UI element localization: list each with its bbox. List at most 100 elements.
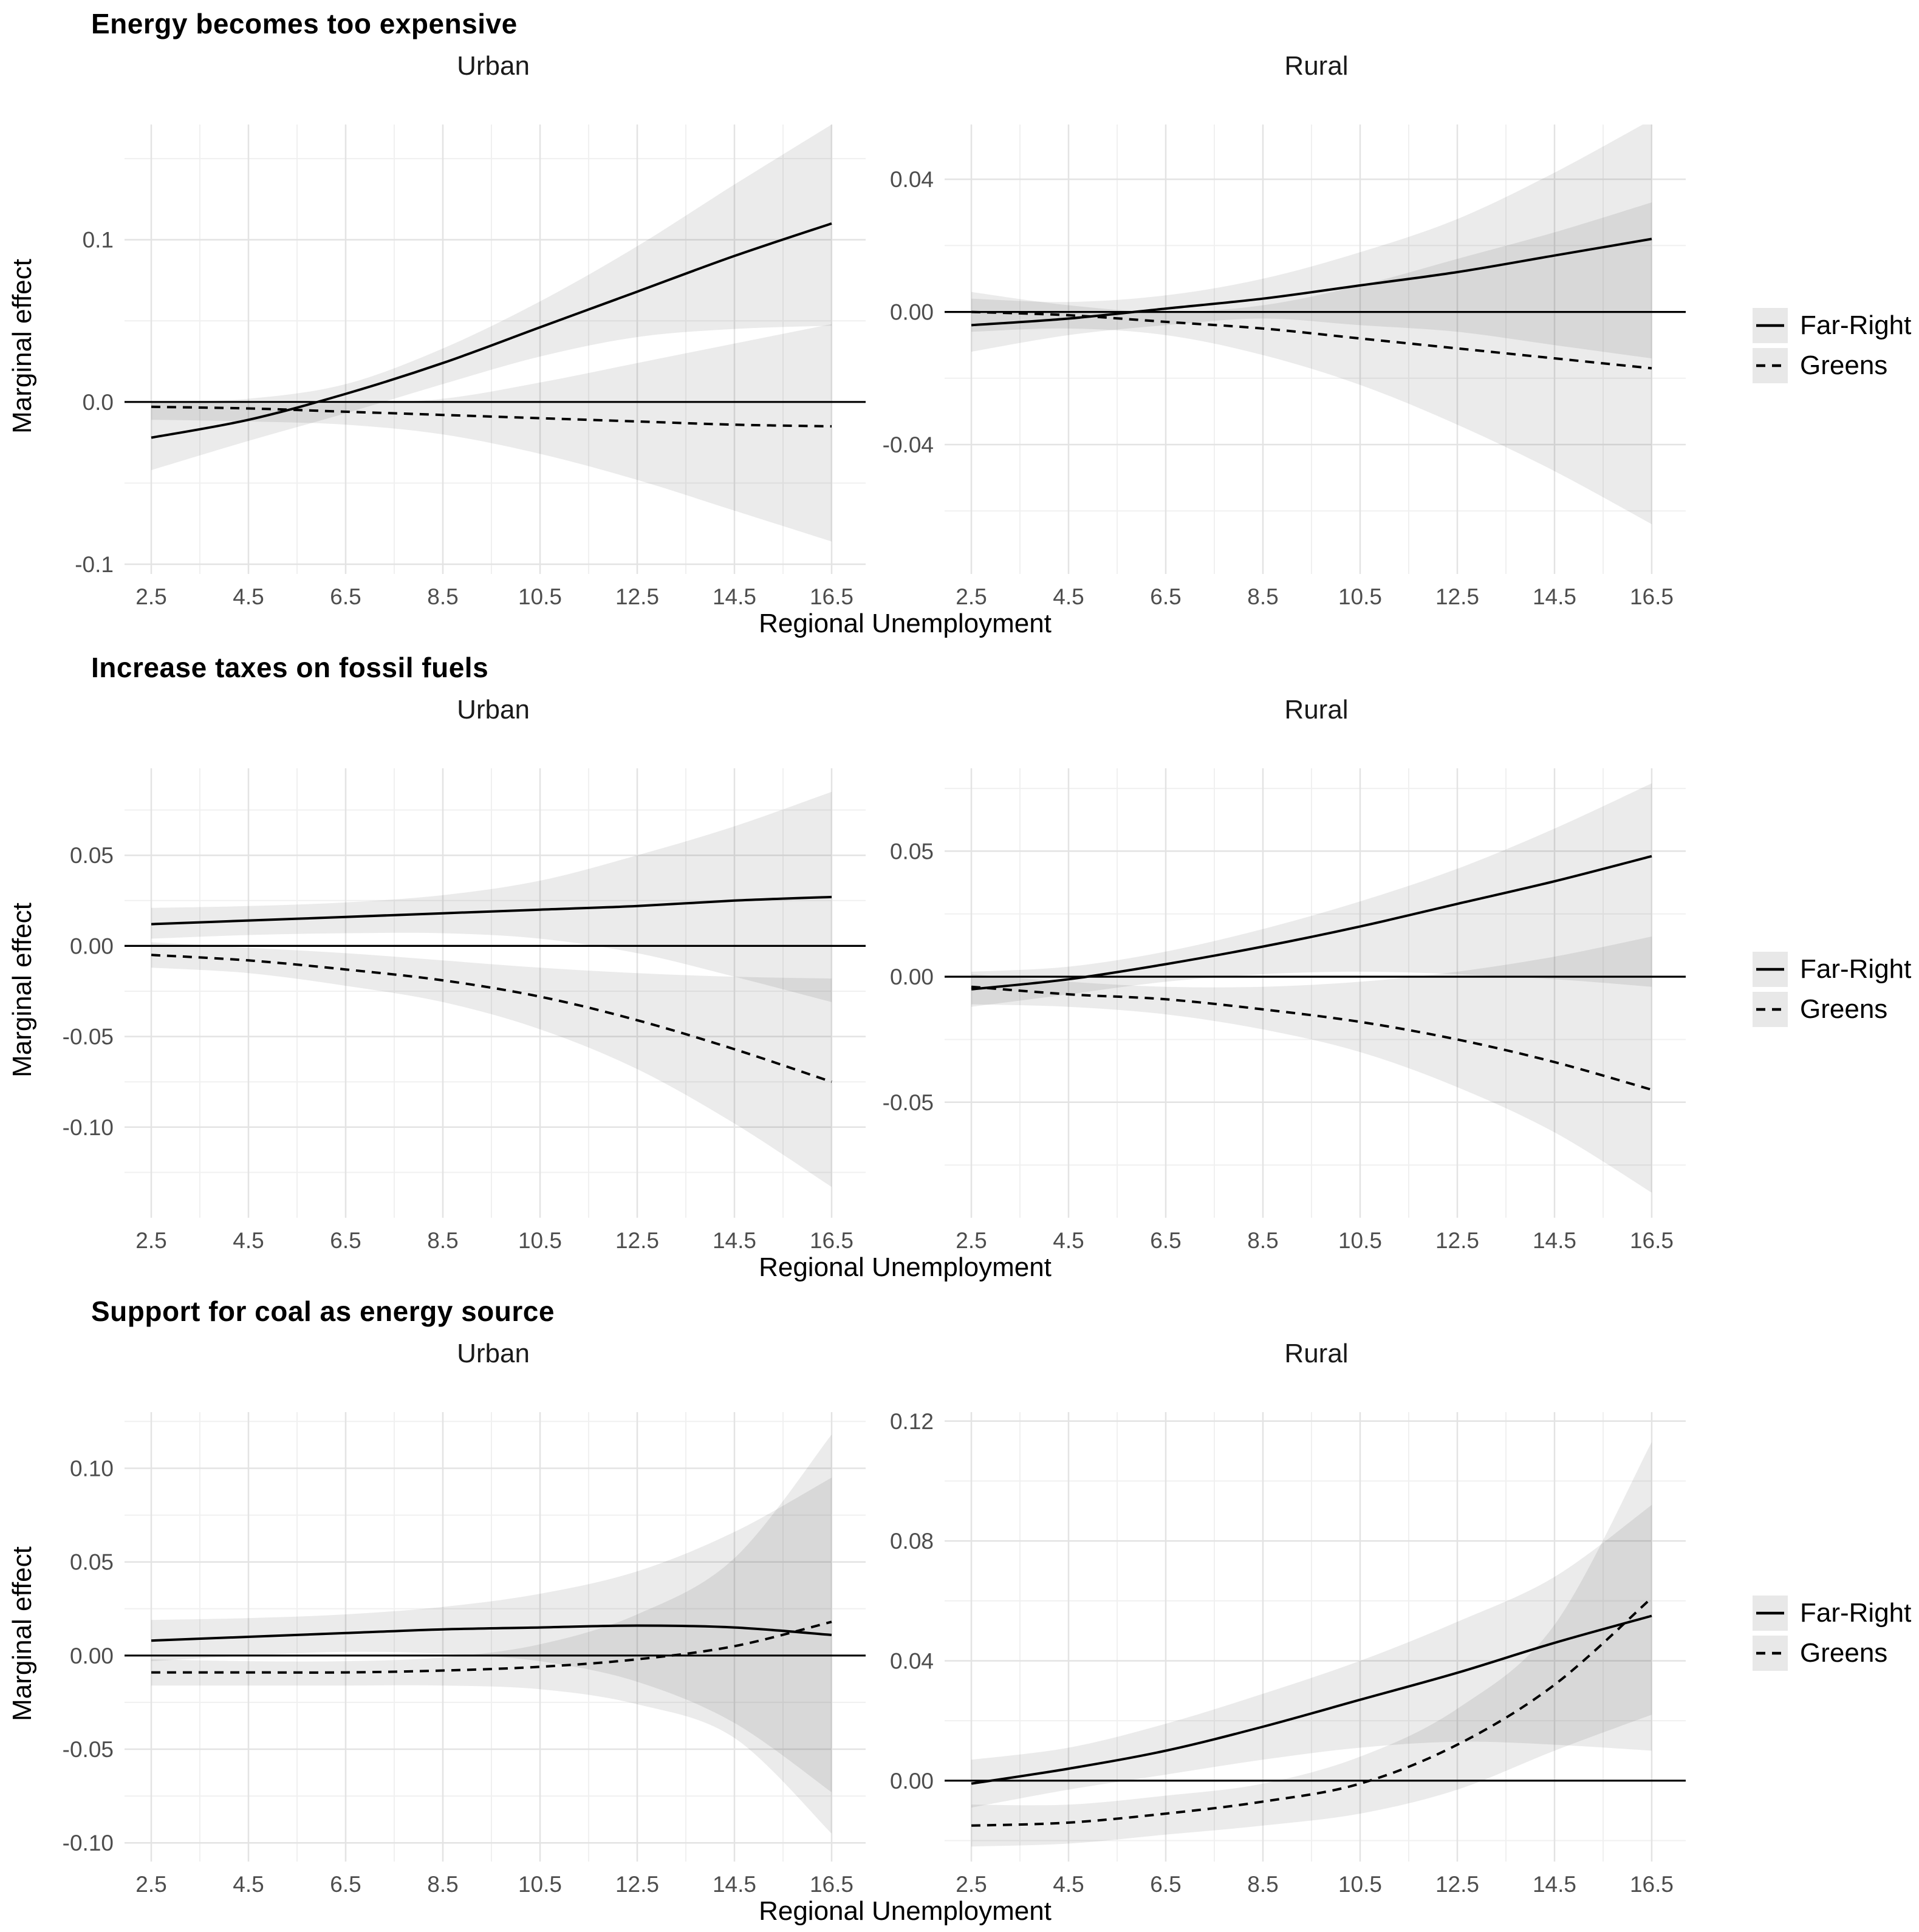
x-tick-label: 16.5 xyxy=(810,584,853,609)
y-tick-label: 0.05 xyxy=(70,843,114,868)
y-axis-title: Marginal effect xyxy=(7,903,37,1077)
rural-plot: 2.5 4.5 6.5 8.5 10.5 12.5 14.5 16.5 0.12 0.08 0.04… xyxy=(890,1409,1686,1897)
x-tick-label: 8.5 xyxy=(1247,1228,1278,1253)
legend-item-greens: Greens xyxy=(1753,991,1919,1028)
urban-plot: 2.5 4.5 6.5 8.5 10.5 12.5 14.5 16.5 0.1 0.0 -0.1 xyxy=(75,125,866,609)
ribbon-far-right xyxy=(151,125,832,470)
x-tick-label: 14.5 xyxy=(1533,584,1576,609)
ribbon-far-right xyxy=(151,791,832,1002)
legend: Far-Right Greens xyxy=(1753,307,1919,387)
y-tick-label: 0.1 xyxy=(83,228,114,253)
x-tick-label: 4.5 xyxy=(233,1228,264,1253)
x-tick-label: 12.5 xyxy=(1435,1872,1479,1897)
facet-title-rural: Rural xyxy=(1284,695,1349,725)
x-tick-label: 12.5 xyxy=(615,1872,659,1897)
x-tick-label: 6.5 xyxy=(330,584,361,609)
x-tick-label: 2.5 xyxy=(135,1872,166,1897)
gridlines xyxy=(945,1412,1686,1862)
ribbon-greens xyxy=(151,324,832,542)
y-tick-labels: 0.1 0.0 -0.1 xyxy=(75,228,114,577)
ribbon-greens xyxy=(151,1435,832,1834)
x-tick-label: 8.5 xyxy=(427,1228,458,1253)
ribbon-greens xyxy=(971,202,1652,525)
y-tick-label: -0.10 xyxy=(63,1831,114,1855)
solid-line-key-icon xyxy=(1753,308,1788,343)
x-tick-label: 4.5 xyxy=(233,1872,264,1897)
facet-title-urban: Urban xyxy=(457,1339,530,1368)
dashed-line-key-icon xyxy=(1753,348,1788,383)
y-tick-label: -0.10 xyxy=(63,1115,114,1140)
x-tick-label: 4.5 xyxy=(233,584,264,609)
legend-label: Far-Right xyxy=(1800,310,1912,340)
x-tick-label: 16.5 xyxy=(810,1228,853,1253)
y-tick-label: 0.00 xyxy=(890,964,934,989)
ribbon-far-right xyxy=(151,1477,832,1792)
x-tick-labels: 2.5 4.5 6.5 8.5 10.5 12.5 14.5 16.5 xyxy=(135,1872,853,1897)
y-tick-label: -0.04 xyxy=(883,432,934,457)
line-greens xyxy=(151,1620,832,1674)
x-tick-label: 6.5 xyxy=(1150,1228,1181,1253)
x-tick-label: 10.5 xyxy=(1338,1228,1382,1253)
y-tick-label: -0.05 xyxy=(883,1090,934,1115)
x-tick-label: 10.5 xyxy=(1338,1872,1382,1897)
x-tick-label: 8.5 xyxy=(427,1872,458,1897)
x-tick-label: 4.5 xyxy=(1053,1872,1084,1897)
x-tick-label: 14.5 xyxy=(713,1872,756,1897)
ribbon-far-right xyxy=(971,125,1652,358)
x-tick-label: 6.5 xyxy=(1150,1872,1181,1897)
line-far-right xyxy=(971,1614,1652,1785)
legend-label: Greens xyxy=(1800,350,1888,380)
y-tick-labels: 0.10 0.05 0.00 -0.05 -0.10 xyxy=(63,1456,114,1856)
y-tick-label: 0.00 xyxy=(890,1769,934,1794)
legend-item-greens: Greens xyxy=(1753,347,1919,384)
figure-coal-support: Support for coal as energy source Urban … xyxy=(0,1288,1919,1931)
x-tick-label: 6.5 xyxy=(330,1872,361,1897)
y-tick-label: 0.10 xyxy=(70,1456,114,1481)
line-far-right xyxy=(971,855,1652,991)
x-tick-label: 16.5 xyxy=(1630,584,1674,609)
x-tick-label: 2.5 xyxy=(135,1228,166,1253)
y-tick-label: 0.04 xyxy=(890,1649,934,1674)
solid-line-key-icon xyxy=(1753,952,1788,987)
x-axis-title: Regional Unemployment xyxy=(759,1896,1052,1926)
gridlines xyxy=(125,125,866,574)
y-tick-labels: 0.12 0.08 0.04 0.00 xyxy=(890,1409,934,1794)
line-greens xyxy=(971,985,1652,1091)
legend-label: Far-Right xyxy=(1800,1598,1912,1628)
x-tick-label: 10.5 xyxy=(518,1872,562,1897)
line-far-right xyxy=(151,222,832,439)
y-tick-label: 0.00 xyxy=(70,934,114,958)
x-tick-labels: 2.5 4.5 6.5 8.5 10.5 12.5 14.5 16.5 xyxy=(956,1872,1674,1897)
figure-fossil-taxes: Increase taxes on fossil fuels Urban Rur… xyxy=(0,644,1919,1288)
facet-title-rural: Rural xyxy=(1284,1339,1349,1368)
line-far-right xyxy=(151,1624,832,1642)
y-axis-title: Marginal effect xyxy=(7,259,37,434)
line-greens xyxy=(971,310,1652,370)
x-tick-labels: 2.5 4.5 6.5 8.5 10.5 12.5 14.5 16.5 xyxy=(135,584,853,609)
y-tick-label: 0.0 xyxy=(83,390,114,415)
y-tick-label: 0.00 xyxy=(890,300,934,325)
gridlines xyxy=(945,768,1686,1218)
x-tick-label: 14.5 xyxy=(713,1228,756,1253)
x-tick-label: 10.5 xyxy=(518,1228,562,1253)
y-tick-label: 0.12 xyxy=(890,1409,934,1434)
y-tick-label: 0.05 xyxy=(890,839,934,864)
x-tick-label: 2.5 xyxy=(956,1872,987,1897)
solid-line-key-icon xyxy=(1753,1596,1788,1631)
x-tick-label: 12.5 xyxy=(1435,1228,1479,1253)
ribbon-greens xyxy=(971,937,1652,1193)
dashed-line-key-icon xyxy=(1753,992,1788,1027)
legend-label: Greens xyxy=(1800,994,1888,1024)
line-greens xyxy=(971,1597,1653,1827)
y-tick-label: -0.05 xyxy=(63,1737,114,1762)
x-tick-label: 6.5 xyxy=(330,1228,361,1253)
x-tick-label: 4.5 xyxy=(1053,1228,1084,1253)
y-tick-label: -0.1 xyxy=(75,552,114,577)
x-tick-label: 14.5 xyxy=(1533,1228,1576,1253)
x-tick-label: 16.5 xyxy=(810,1872,853,1897)
x-tick-label: 10.5 xyxy=(518,584,562,609)
y-tick-label: 0.00 xyxy=(70,1644,114,1668)
rural-plot: 2.5 4.5 6.5 8.5 10.5 12.5 14.5 16.5 0.05 0.00 -0.0… xyxy=(883,768,1686,1253)
line-far-right xyxy=(151,895,832,926)
x-tick-label: 6.5 xyxy=(1150,584,1181,609)
